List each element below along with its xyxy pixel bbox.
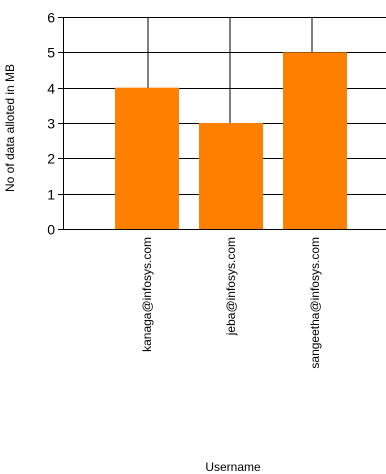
y-tick-label: 5 [47,45,55,61]
x-tick-label: sangeetha@infosys.com [308,237,322,369]
bar-3 [283,52,347,230]
x-axis-title: Username [205,460,261,474]
y-axis-title: No of data alloted in MB [3,64,17,192]
labels: 0 1 2 3 4 5 6 kanaga@infosys.com jeba@infosys.co… [47,10,322,369]
y-tick-label: 1 [47,187,55,203]
x-tick-label: jeba@infosys.com [224,237,238,336]
y-tick-label: 0 [47,222,55,238]
x-tick-label: kanaga@infosys.com [140,237,154,352]
bars [115,52,347,230]
axes [58,17,386,230]
bar-2 [199,123,263,229]
bar-1 [115,87,179,230]
y-tick-label: 4 [47,81,55,97]
y-tick-label: 2 [47,151,55,167]
y-tick-label: 3 [47,116,55,132]
y-tick-label: 6 [47,10,55,26]
